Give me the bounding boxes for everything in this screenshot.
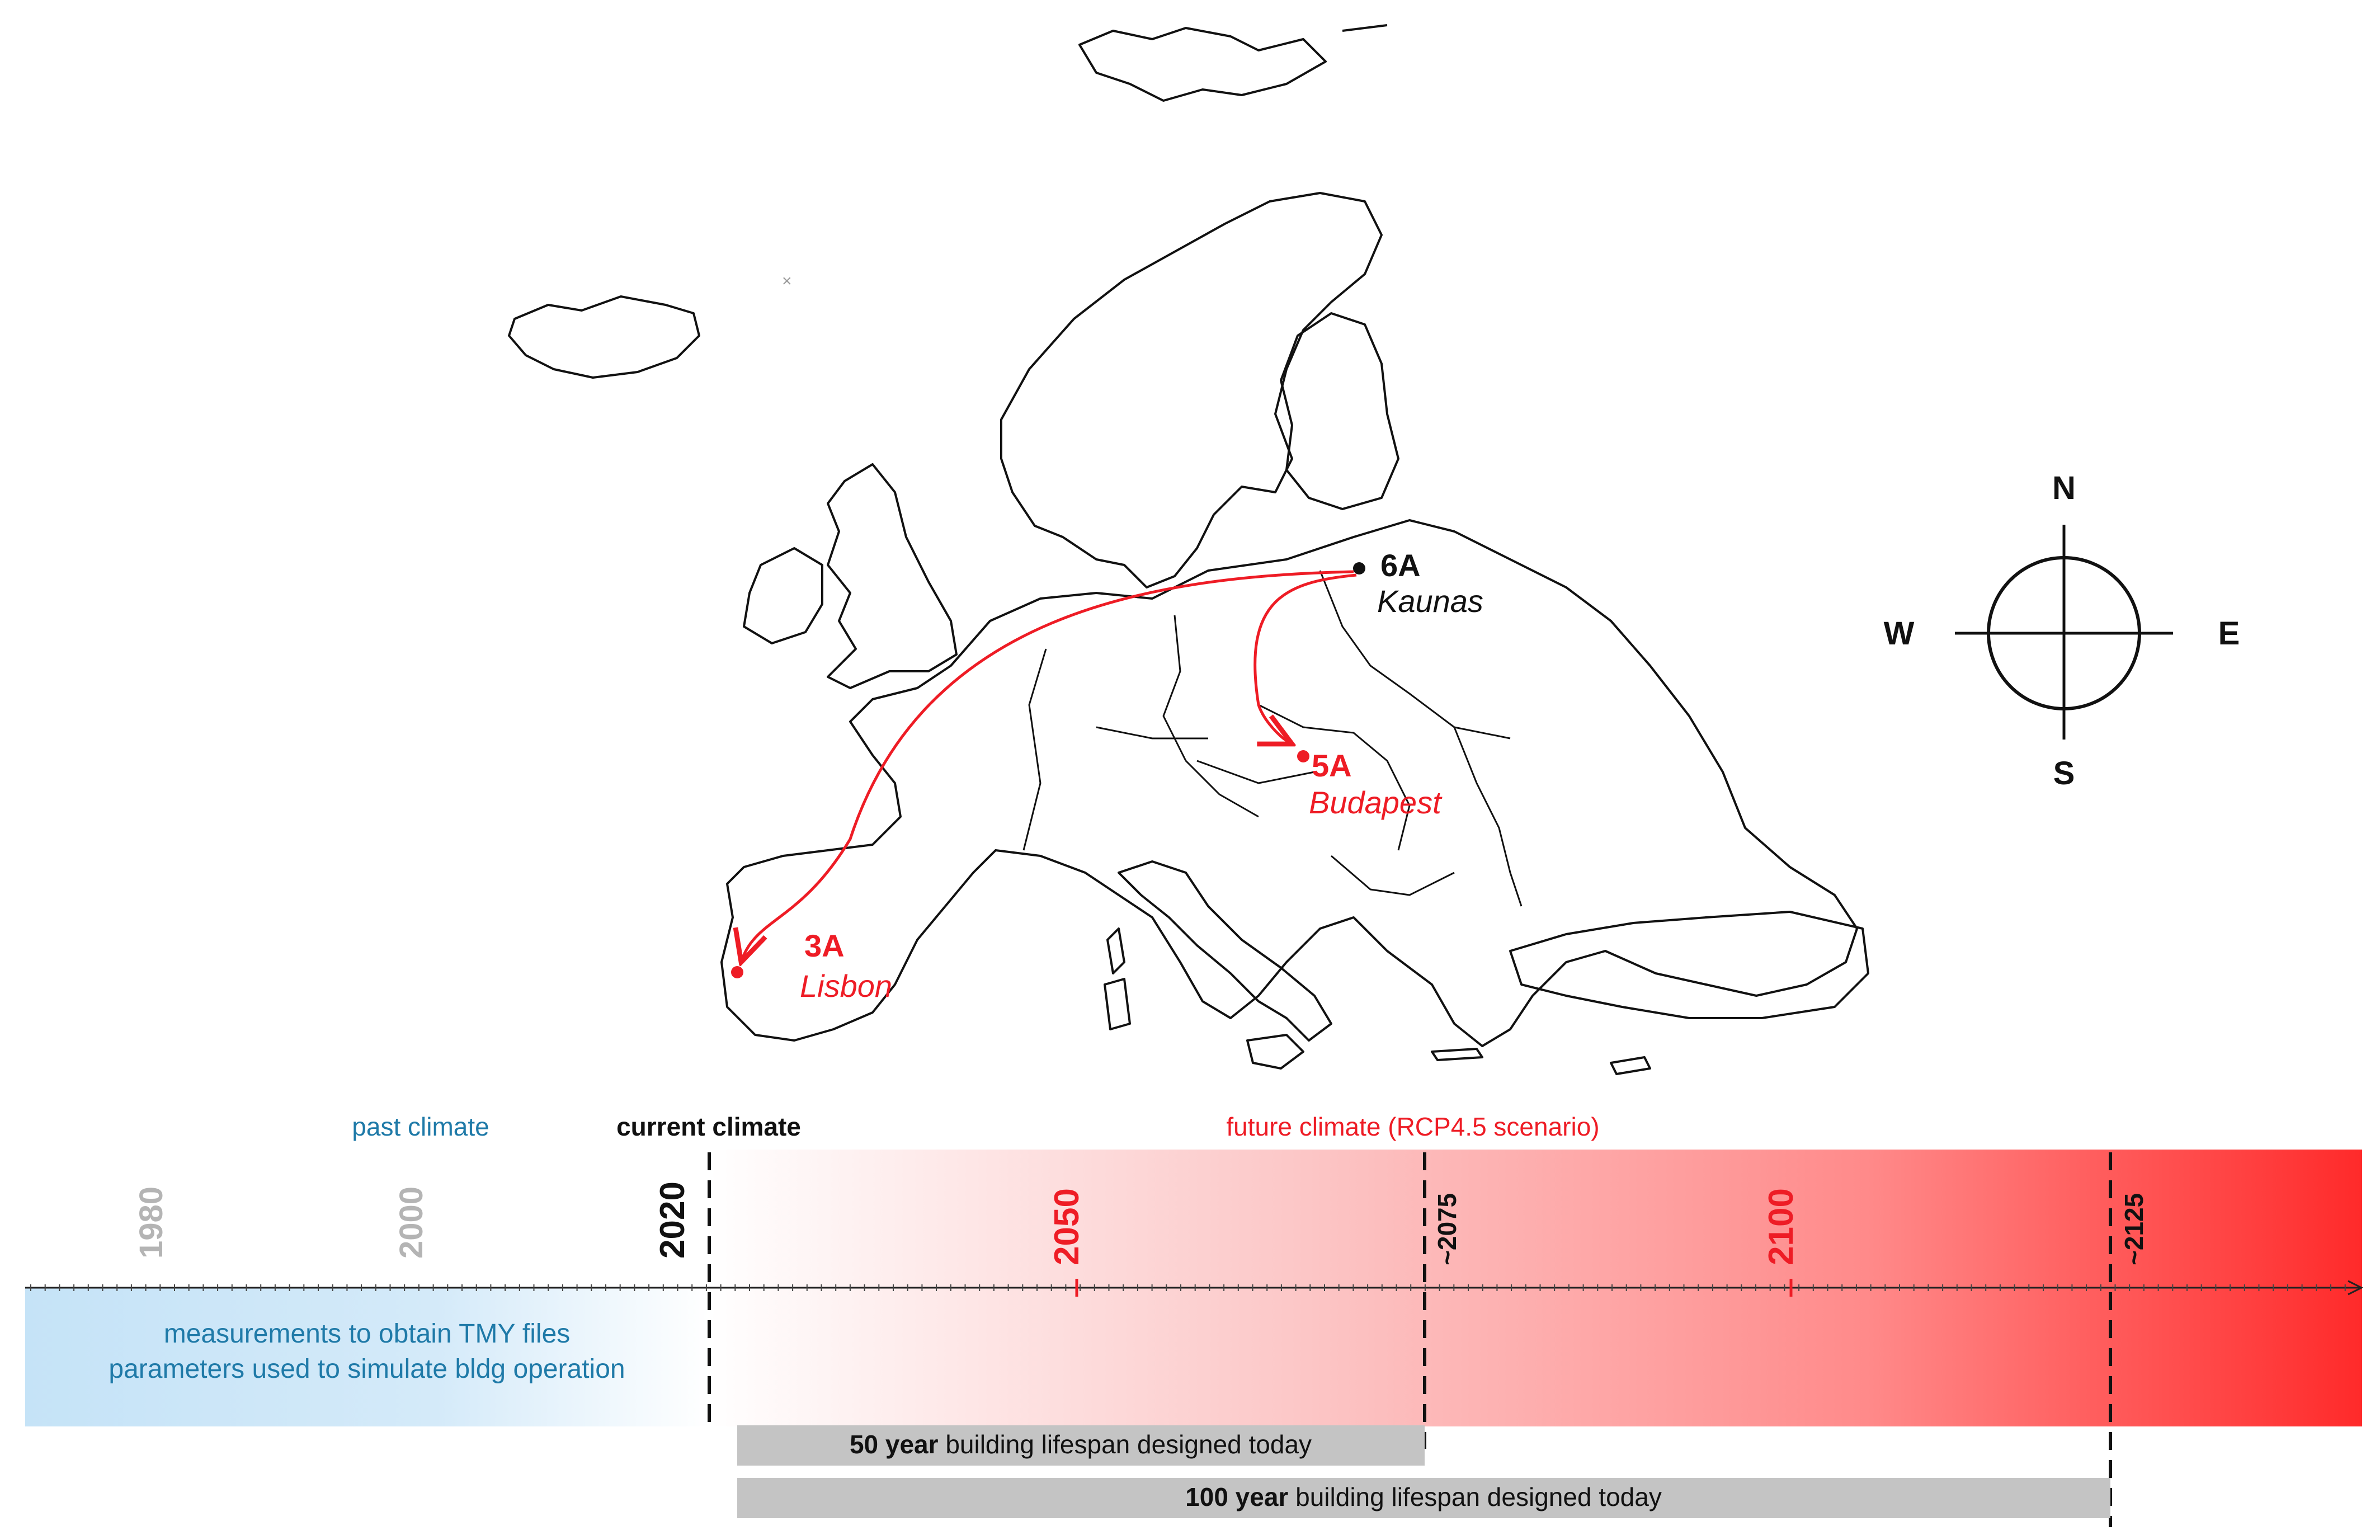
past-box-line-2: parameters used to simulate bldg operati… [109,1354,625,1384]
zone-shift-arrows [741,570,1357,962]
year-labels: 1980 2000 2020 2050 ~2075 2100 ~2125 [133,1181,2148,1297]
timeline: past climate current climate future clim… [25,1112,2362,1527]
europe-map-outline [508,24,1869,1075]
crete-outline [1431,1048,1483,1061]
cyprus-outline [1610,1056,1651,1075]
current-climate-label: current climate [616,1112,801,1141]
past-measurements-band [25,1288,709,1426]
arrow-kaunas-to-budapest [1253,573,1357,744]
iceland-outline [508,295,700,379]
axis-minor-ticks [30,1284,2346,1291]
year-marker-lines [708,1152,2112,1527]
finland-outline [1280,312,1399,510]
sicily-outline [1246,1034,1304,1070]
year-label-2075: ~2075 [1432,1193,1462,1265]
year-label-2100: 2100 [1762,1188,1801,1265]
year-label-2000: 2000 [393,1186,430,1259]
compass-rose: N S W E [1884,470,2240,792]
compass-west-label: W [1884,615,1915,652]
scandinavia-outline [1000,192,1383,588]
great-britain-outline [827,463,958,689]
italy-outline [1118,860,1332,1042]
past-climate-label: past climate [352,1112,489,1141]
compass-east-label: E [2218,615,2240,652]
budapest-city-label: Budapest [1309,785,1443,820]
year-label-2020: 2020 [653,1181,692,1259]
lifespan-bar-100 [737,1478,2110,1518]
kaunas-zone-label: 6A [1380,548,1421,583]
svalbard-outline [1078,27,1327,102]
internal-borders [1022,570,1523,907]
city-lisbon: 3A Lisbon [731,928,892,1004]
year-label-2125: ~2125 [2119,1193,2148,1265]
kaunas-dot [1353,562,1365,574]
lifespan-bar-50 [737,1425,1425,1466]
lisbon-dot [731,966,743,978]
jan-mayen-mark: × [782,272,792,290]
lisbon-city-label: Lisbon [800,968,892,1004]
compass-north-label: N [2052,470,2076,506]
budapest-zone-label: 5A [1312,748,1352,783]
year-label-2050: 2050 [1048,1188,1086,1265]
future-climate-label: future climate (RCP4.5 scenario) [1226,1112,1599,1141]
city-kaunas: 6A Kaunas [1353,548,1483,619]
lifespan-label-100: 100 year building lifespan designed toda… [1185,1482,1662,1511]
turkey-outline [1509,911,1869,1019]
lisbon-zone-label: 3A [804,928,845,963]
ireland-outline [743,547,823,644]
lifespan-label-50: 50 year building lifespan designed today [850,1430,1312,1459]
continent-outline [720,519,1858,1047]
corsica-outline [1106,927,1125,974]
past-box-line-1: measurements to obtain TMY files [164,1319,571,1349]
year-label-1980: 1980 [133,1186,169,1259]
budapest-dot [1297,750,1309,762]
svalbard-line [1342,24,1388,32]
compass-south-label: S [2053,755,2075,792]
sardinia-outline [1104,978,1131,1030]
kaunas-city-label: Kaunas [1377,583,1483,619]
city-budapest: 5A Budapest [1297,748,1443,820]
arrow-kaunas-to-lisbon [741,570,1354,962]
